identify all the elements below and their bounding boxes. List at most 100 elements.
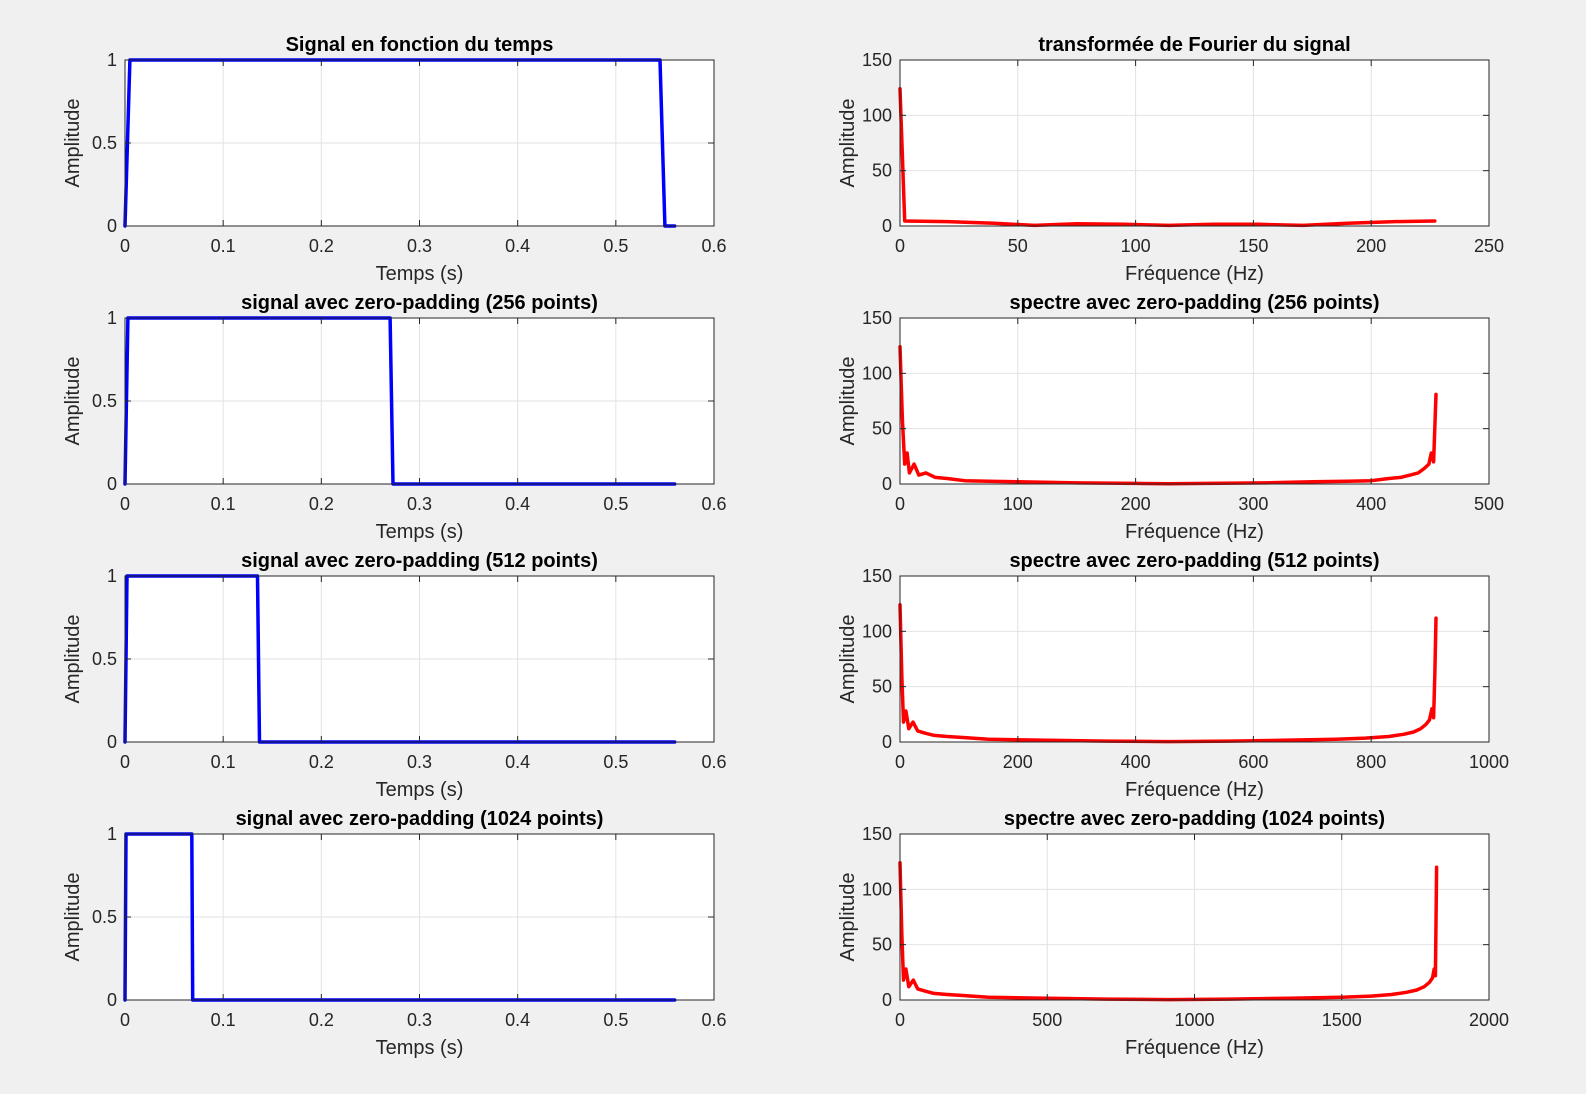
chart-5-y-tick-label: 1 xyxy=(107,566,117,586)
chart-6-y-tick-label: 50 xyxy=(872,677,892,697)
chart-5-x-tick-label: 0.2 xyxy=(309,752,334,772)
chart-3-x-tick-label: 0.4 xyxy=(505,494,530,514)
chart-7-x-tick-label: 0.6 xyxy=(701,1010,726,1030)
chart-6-axes-box xyxy=(899,575,1490,743)
chart-3-x-tick-label: 0.6 xyxy=(701,494,726,514)
chart-3-y-axis-label: Amplitude xyxy=(62,357,84,446)
chart-1-title: Signal en fonction du temps xyxy=(286,34,554,56)
chart-1-x-tick-label: 0.1 xyxy=(211,236,236,256)
chart-1-x-tick-label: 0.2 xyxy=(309,236,334,256)
chart-3-x-tick-label: 0 xyxy=(120,494,130,514)
chart-5-title: signal avec zero-padding (512 points) xyxy=(241,550,598,572)
chart-4-axes-box xyxy=(899,317,1490,485)
chart-2-x-tick-label: 0 xyxy=(895,236,905,256)
chart-1-y-tick-label: 0.5 xyxy=(92,133,117,153)
chart-4-x-axis-label: Fréquence (Hz) xyxy=(1125,521,1264,543)
chart-3: 0 0.1 0.2 0.3 0.4 0.5 0.6 0 0.5 1 signal avec zero… xyxy=(62,292,727,543)
chart-1: 0 0.1 0.2 0.3 0.4 0.5 0.6 0 0.5 1 Signal en foncti… xyxy=(62,34,727,285)
chart-4-x-tick-label: 100 xyxy=(1003,494,1033,514)
chart-3-y-tick-label: 0 xyxy=(107,474,117,494)
chart-8: 0 500 1000 1500 2000 0 50 100 150 spectre avec ze… xyxy=(837,808,1509,1059)
chart-8-x-tick-label: 1500 xyxy=(1322,1010,1362,1030)
chart-8-x-tick-label: 0 xyxy=(895,1010,905,1030)
chart-7-x-tick-label: 0.3 xyxy=(407,1010,432,1030)
chart-4: 0 100 200 300 400 500 0 50 100 150 spectre avec ze… xyxy=(837,292,1504,543)
chart-7-x-tick-label: 0.5 xyxy=(603,1010,628,1030)
chart-6-x-tick-label: 400 xyxy=(1121,752,1151,772)
chart-7: 0 0.1 0.2 0.3 0.4 0.5 0.6 0 0.5 1 signal avec zero… xyxy=(62,808,727,1059)
chart-8-title: spectre avec zero-padding (1024 points) xyxy=(1004,808,1385,830)
chart-7-x-tick-label: 0.4 xyxy=(505,1010,530,1030)
chart-2-y-axis-label: Amplitude xyxy=(837,99,859,188)
chart-1-x-tick-label: 0.3 xyxy=(407,236,432,256)
chart-3-x-tick-label: 0.1 xyxy=(211,494,236,514)
chart-6: 0 200 400 600 800 1000 0 50 100 150 spectre avec z… xyxy=(837,550,1509,801)
chart-7-y-axis-label: Amplitude xyxy=(62,873,84,962)
chart-6-x-tick-label: 1000 xyxy=(1469,752,1509,772)
chart-1-x-tick-label: 0.4 xyxy=(505,236,530,256)
chart-4-x-tick-label: 400 xyxy=(1356,494,1386,514)
chart-1-y-tick-label: 1 xyxy=(107,50,117,70)
chart-6-y-tick-label: 100 xyxy=(862,621,892,641)
chart-1-y-tick-label: 0 xyxy=(107,216,117,236)
chart-7-x-tick-label: 0.1 xyxy=(211,1010,236,1030)
chart-6-x-axis-label: Fréquence (Hz) xyxy=(1125,779,1264,801)
chart-6-grid xyxy=(900,576,1489,742)
chart-4-x-tick-label: 200 xyxy=(1121,494,1151,514)
chart-2-x-tick-label: 150 xyxy=(1238,236,1268,256)
chart-3-title: signal avec zero-padding (256 points) xyxy=(241,292,598,314)
chart-2-y-tick-label: 150 xyxy=(862,50,892,70)
chart-8-y-tick-label: 0 xyxy=(882,990,892,1010)
chart-4-y-tick-label: 0 xyxy=(882,474,892,494)
chart-5-y-axis-label: Amplitude xyxy=(62,615,84,704)
chart-4-y-tick-label: 150 xyxy=(862,308,892,328)
chart-3-y-tick-label: 0.5 xyxy=(92,391,117,411)
chart-8-y-tick-label: 50 xyxy=(872,935,892,955)
chart-1-x-tick-label: 0 xyxy=(120,236,130,256)
chart-1-x-tick-label: 0.5 xyxy=(603,236,628,256)
chart-7-title: signal avec zero-padding (1024 points) xyxy=(236,808,604,830)
chart-4-plot-area xyxy=(900,318,1489,484)
chart-6-x-tick-label: 0 xyxy=(895,752,905,772)
chart-2-plot-area xyxy=(900,60,1489,226)
chart-5-x-tick-label: 0 xyxy=(120,752,130,772)
chart-7-x-tick-label: 0.2 xyxy=(309,1010,334,1030)
chart-2-y-tick-label: 0 xyxy=(882,216,892,236)
chart-6-x-tick-label: 200 xyxy=(1003,752,1033,772)
chart-2-y-tick-label: 100 xyxy=(862,105,892,125)
chart-7-y-tick-label: 0.5 xyxy=(92,907,117,927)
chart-2-x-axis-label: Fréquence (Hz) xyxy=(1125,263,1264,285)
chart-7-x-axis-label: Temps (s) xyxy=(376,1037,464,1059)
chart-2-axes-box xyxy=(899,59,1490,227)
chart-5-x-axis-label: Temps (s) xyxy=(376,779,464,801)
chart-7-y-tick-label: 1 xyxy=(107,824,117,844)
chart-5-grid xyxy=(125,576,714,742)
chart-8-x-tick-label: 500 xyxy=(1032,1010,1062,1030)
chart-8-x-tick-label: 2000 xyxy=(1469,1010,1509,1030)
chart-2-x-tick-label: 200 xyxy=(1356,236,1386,256)
chart-8-y-tick-label: 100 xyxy=(862,879,892,899)
chart-4-x-tick-label: 500 xyxy=(1474,494,1504,514)
chart-5-y-tick-label: 0.5 xyxy=(92,649,117,669)
chart-2-x-tick-label: 250 xyxy=(1474,236,1504,256)
chart-5: 0 0.1 0.2 0.3 0.4 0.5 0.6 0 0.5 1 signal avec zero… xyxy=(62,550,727,801)
chart-1-grid xyxy=(125,60,714,226)
chart-1-x-tick-label: 0.6 xyxy=(701,236,726,256)
chart-7-grid xyxy=(125,834,714,1000)
chart-6-title: spectre avec zero-padding (512 points) xyxy=(1009,550,1379,572)
chart-6-y-tick-label: 150 xyxy=(862,566,892,586)
chart-5-x-tick-label: 0.6 xyxy=(701,752,726,772)
chart-1-x-axis-label: Temps (s) xyxy=(376,263,464,285)
chart-7-x-tick-label: 0 xyxy=(120,1010,130,1030)
chart-4-grid xyxy=(900,318,1489,484)
chart-4-x-tick-label: 0 xyxy=(895,494,905,514)
chart-8-y-axis-label: Amplitude xyxy=(837,873,859,962)
chart-8-x-axis-label: Fréquence (Hz) xyxy=(1125,1037,1264,1059)
chart-5-x-tick-label: 0.5 xyxy=(603,752,628,772)
chart-4-y-tick-label: 50 xyxy=(872,419,892,439)
chart-3-y-tick-label: 1 xyxy=(107,308,117,328)
chart-8-x-tick-label: 1000 xyxy=(1174,1010,1214,1030)
chart-6-y-tick-label: 0 xyxy=(882,732,892,752)
chart-5-y-tick-label: 0 xyxy=(107,732,117,752)
